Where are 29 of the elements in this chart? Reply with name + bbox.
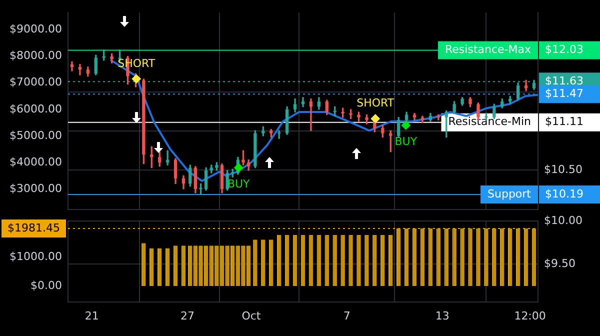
x-tick-label: 7 bbox=[343, 309, 350, 322]
y-tick-label: $8000.00 bbox=[10, 49, 62, 62]
x-tick-label: 12:00 bbox=[514, 309, 546, 322]
ref-line-label: Resistance-Max bbox=[445, 43, 532, 56]
y2-tick-label: $12.03 bbox=[545, 43, 584, 56]
y-tick-label: $0.00 bbox=[30, 278, 62, 292]
y-tick-label: $1000.00 bbox=[10, 250, 62, 263]
y2-tick-label: $10.00 bbox=[544, 214, 582, 227]
y2-tick-label: $10.19 bbox=[545, 187, 584, 200]
x-tick-label: 21 bbox=[84, 309, 99, 322]
series-label: SHORT bbox=[356, 96, 394, 110]
series-label: BUY bbox=[394, 135, 418, 148]
y2-tick-label: $9.50 bbox=[544, 256, 576, 270]
y-tick-label: $5000.00 bbox=[10, 128, 62, 142]
ref-line-label: Support bbox=[488, 187, 532, 200]
y-tick-label: $1981.45 bbox=[8, 221, 60, 234]
x-tick-label: Oct bbox=[242, 309, 262, 322]
y2-tick-label: $11.63 bbox=[545, 74, 584, 88]
y-tick-label: $3000.00 bbox=[10, 182, 62, 195]
y2-tick-label: $11.47 bbox=[545, 87, 584, 100]
x-tick-label: 13 bbox=[435, 309, 450, 322]
ref-line-label: Resistance-Min bbox=[448, 115, 532, 128]
y2-tick-label: $11.11 bbox=[545, 115, 584, 128]
y-tick-label: $4000.00 bbox=[10, 155, 62, 168]
y2-tick-label: $10.50 bbox=[544, 163, 582, 176]
y-tick-label: $7000.00 bbox=[10, 76, 62, 89]
y-tick-label: $6000.00 bbox=[10, 102, 62, 116]
y-tick-label: $9000.00 bbox=[10, 22, 62, 36]
x-tick-label: 27 bbox=[180, 309, 194, 322]
